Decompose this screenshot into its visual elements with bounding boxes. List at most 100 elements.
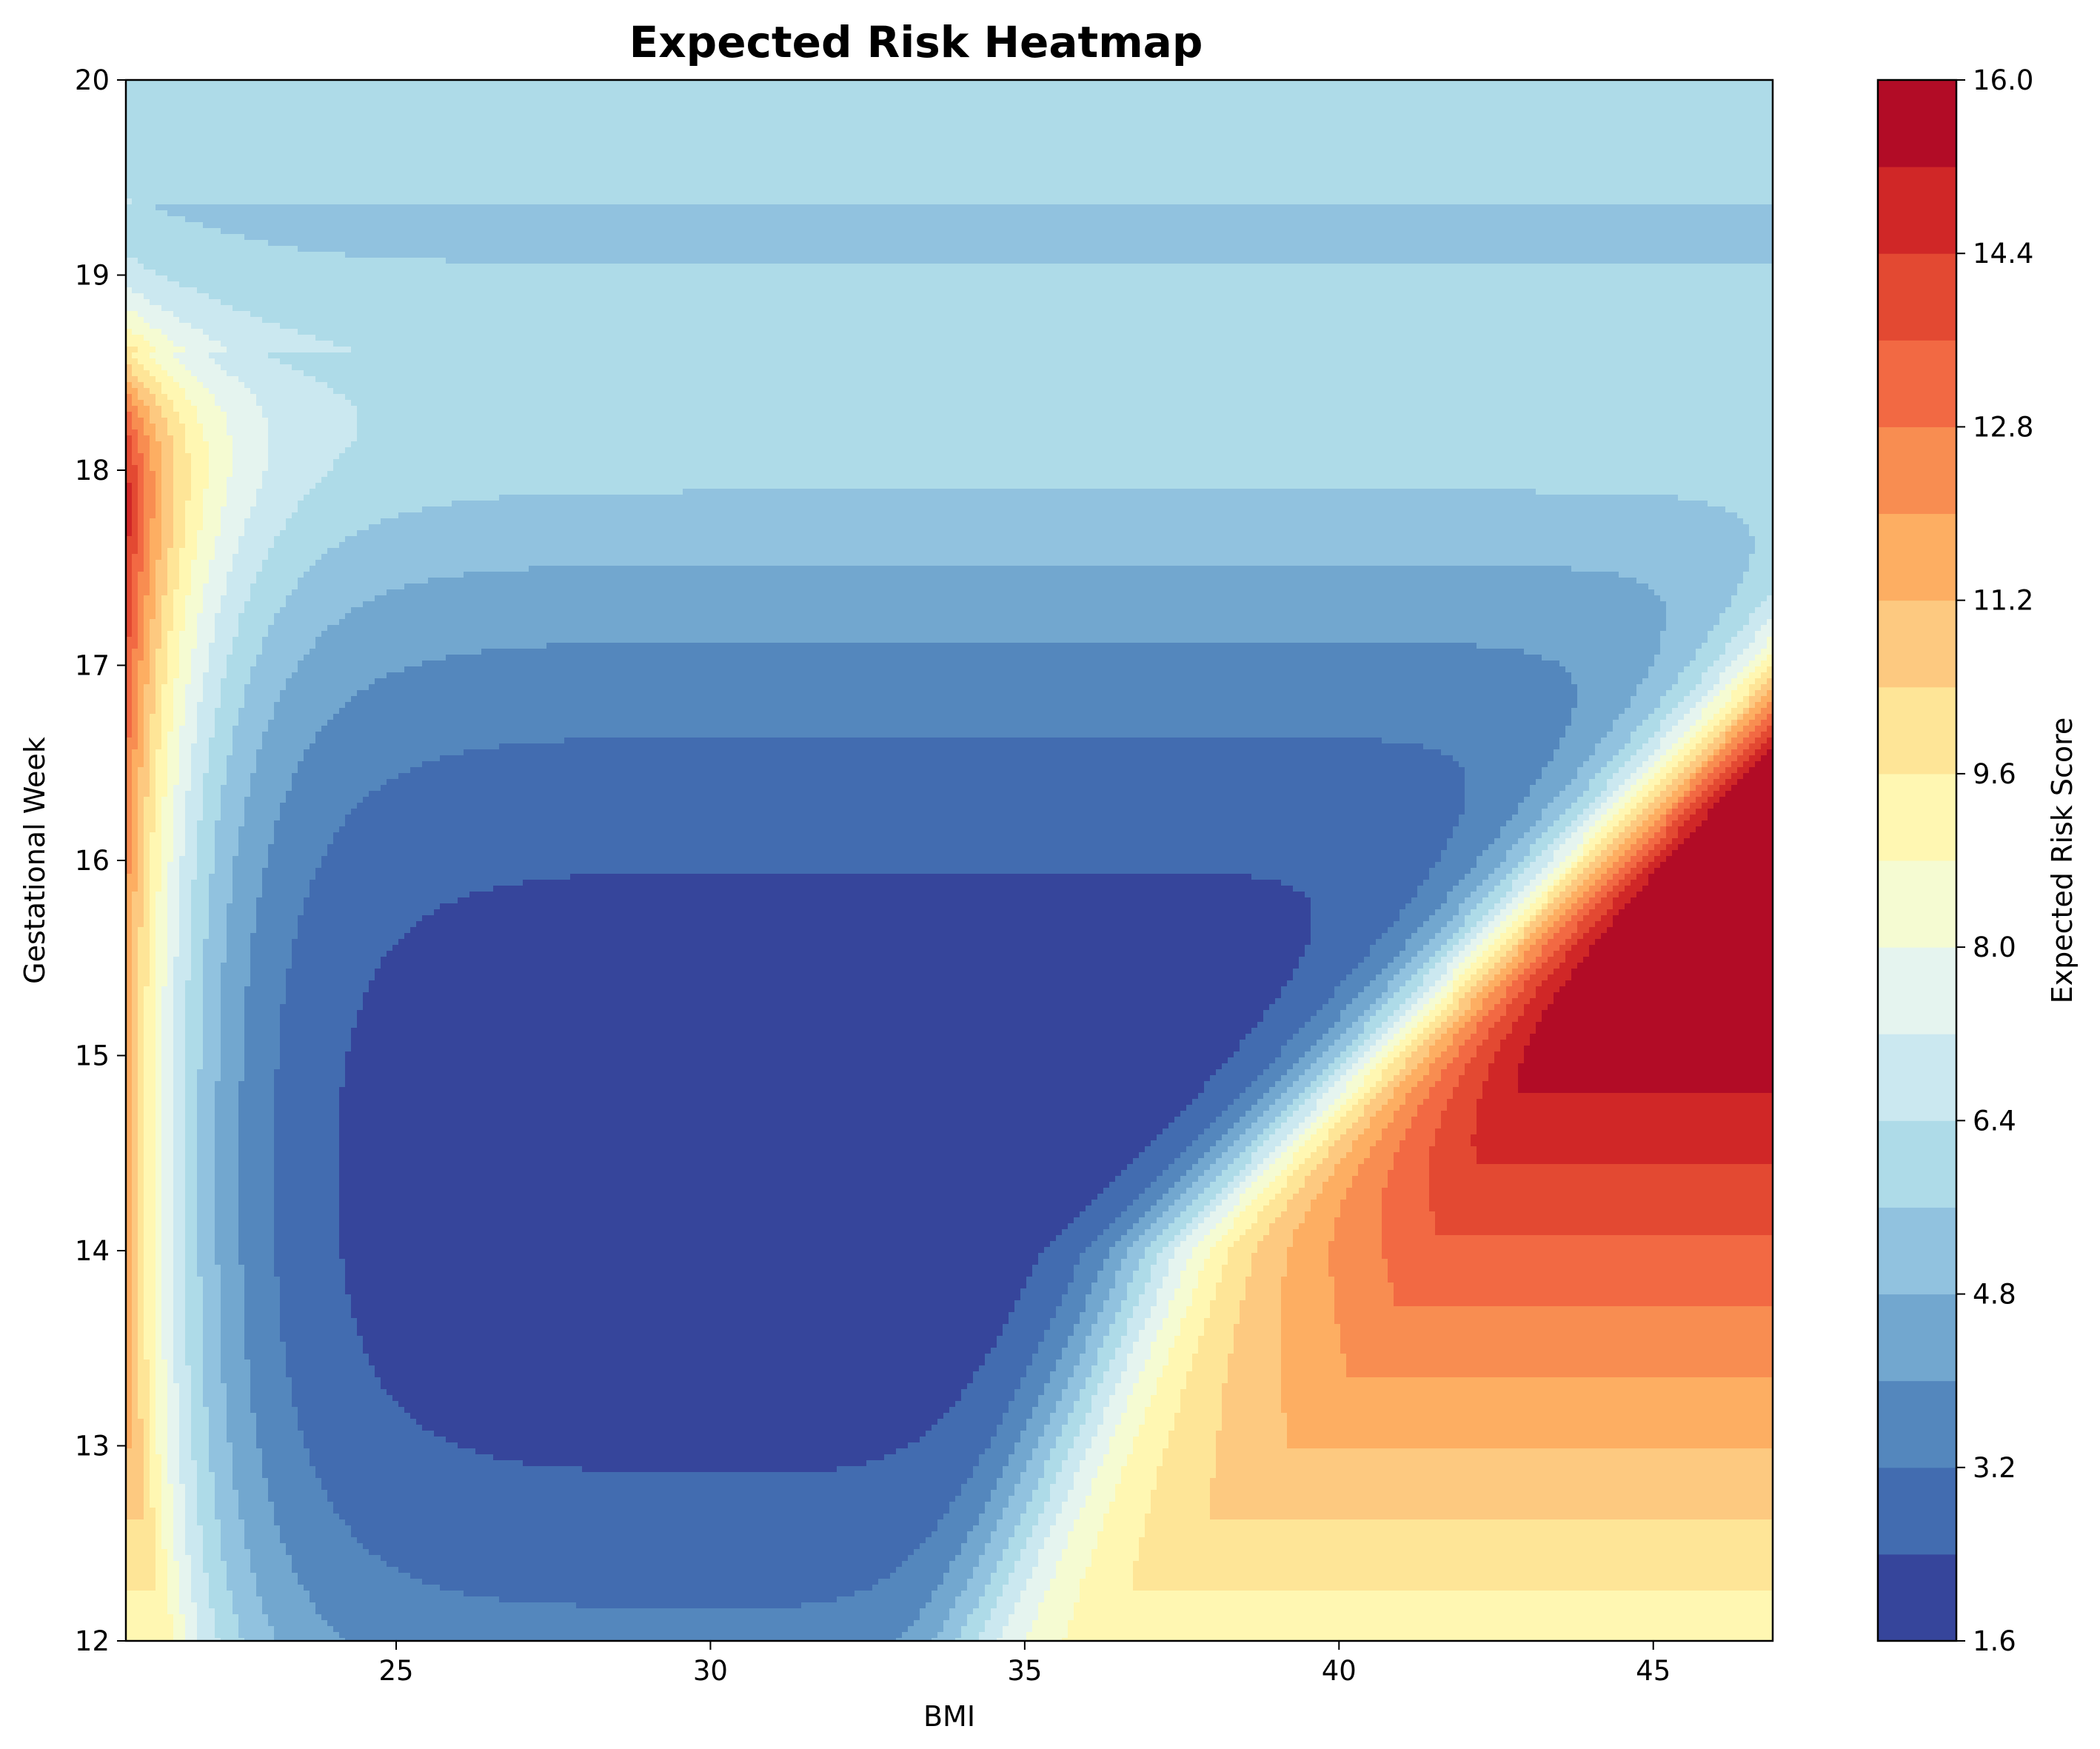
contour-cell — [274, 536, 346, 543]
contour-cell — [363, 1004, 1270, 1011]
contour-cell — [1026, 1425, 1045, 1431]
contour-cell — [1145, 1211, 1163, 1218]
contour-cell — [156, 1170, 162, 1177]
contour-cell — [173, 1336, 186, 1342]
contour-cell — [227, 1573, 257, 1579]
contour-cell — [126, 1348, 133, 1354]
contour-cell — [1684, 714, 1702, 720]
contour-cell — [209, 1579, 227, 1585]
contour-cell — [132, 1158, 138, 1165]
contour-cell — [1281, 1336, 1341, 1342]
contour-cell — [1530, 892, 1542, 898]
contour-cell — [1423, 974, 1442, 981]
contour-cell — [351, 1046, 1240, 1052]
contour-cell — [1500, 1016, 1519, 1023]
contour-cell — [1044, 1425, 1063, 1431]
contour-cell — [979, 1454, 1009, 1461]
contour-cell — [250, 1377, 292, 1384]
contour-cell — [1240, 1182, 1252, 1188]
contour-cell — [1743, 666, 1756, 673]
contour-cell — [1583, 761, 1608, 768]
contour-cell — [179, 903, 192, 910]
contour-cell — [1601, 838, 1614, 845]
contour-cell — [132, 1288, 138, 1295]
contour-cell — [185, 797, 204, 803]
contour-cell — [1275, 1217, 1305, 1224]
contour-cell — [161, 1478, 168, 1485]
contour-cell — [1494, 903, 1507, 910]
contour-cell — [126, 1596, 168, 1603]
contour-cell — [132, 1211, 138, 1218]
contour-cell — [523, 1460, 867, 1467]
contour-cell — [173, 1342, 186, 1348]
contour-cell — [1636, 749, 1655, 756]
contour-cell — [286, 1371, 375, 1378]
contour-cell — [1139, 1377, 1157, 1384]
contour-cell — [286, 1365, 375, 1372]
contour-cell — [256, 1573, 298, 1579]
contour-cell — [1281, 1330, 1341, 1337]
contour-cell — [144, 459, 150, 466]
contour-cell — [138, 945, 150, 952]
contour-cell — [1471, 963, 1483, 969]
contour-cell — [1334, 1229, 1382, 1236]
contour-cell — [1364, 1010, 1377, 1017]
contour-cell — [1589, 803, 1602, 809]
contour-cell — [144, 264, 1773, 270]
contour-cell — [1678, 832, 1691, 839]
contour-cell — [1192, 1099, 1234, 1106]
contour-cell — [221, 696, 245, 703]
contour-cell — [1619, 892, 1637, 898]
contour-cell — [1459, 903, 1477, 910]
contour-cell — [1512, 897, 1525, 904]
contour-cell — [167, 886, 180, 892]
contour-cell — [197, 832, 215, 839]
contour-cell — [345, 815, 1459, 821]
contour-cell — [1038, 1442, 1057, 1449]
contour-cell — [1417, 927, 1442, 934]
contour-cell — [1032, 1360, 1057, 1366]
contour-cell — [138, 809, 144, 815]
contour-cell — [185, 702, 198, 709]
contour-cell — [138, 1211, 144, 1218]
contour-cell — [1322, 1188, 1347, 1194]
contour-cell — [233, 1466, 263, 1473]
contour-cell — [1542, 880, 1554, 886]
contour-cell — [1625, 803, 1637, 809]
contour-cell — [1400, 1016, 1412, 1023]
contour-cell — [173, 1028, 186, 1034]
contour-cell — [156, 998, 162, 1005]
contour-cell — [126, 613, 133, 620]
contour-cell — [238, 1123, 275, 1129]
contour-cell — [203, 1360, 221, 1366]
contour-cell — [1032, 1407, 1057, 1414]
contour-cell — [280, 1324, 358, 1331]
contour-cell — [150, 791, 156, 797]
contour-cell — [167, 1602, 180, 1609]
contour-cell — [1542, 933, 1554, 940]
contour-cell — [203, 1549, 221, 1556]
contour-cell — [221, 1271, 245, 1277]
contour-cell — [132, 1099, 138, 1106]
contour-cell — [1044, 1502, 1063, 1508]
contour-cell — [138, 1028, 144, 1034]
contour-cell — [233, 880, 263, 886]
contour-cell — [138, 643, 144, 649]
contour-cell — [1210, 1514, 1773, 1520]
contour-cell — [256, 1442, 304, 1449]
contour-cell — [132, 755, 144, 762]
contour-cell — [185, 435, 204, 442]
contour-cell — [1358, 1034, 1371, 1040]
contour-cell — [1062, 1466, 1080, 1473]
contour-cell — [238, 844, 269, 851]
contour-cell — [274, 1075, 346, 1082]
contour-cell — [1749, 767, 1773, 774]
contour-cell — [1749, 661, 1762, 667]
contour-cell — [1565, 957, 1584, 963]
contour-cell — [274, 1128, 340, 1135]
contour-cell — [209, 447, 233, 454]
contour-cell — [1115, 1496, 1151, 1502]
contour-cell — [126, 1069, 133, 1076]
contour-cell — [1423, 980, 1436, 987]
contour-cell — [126, 779, 133, 786]
